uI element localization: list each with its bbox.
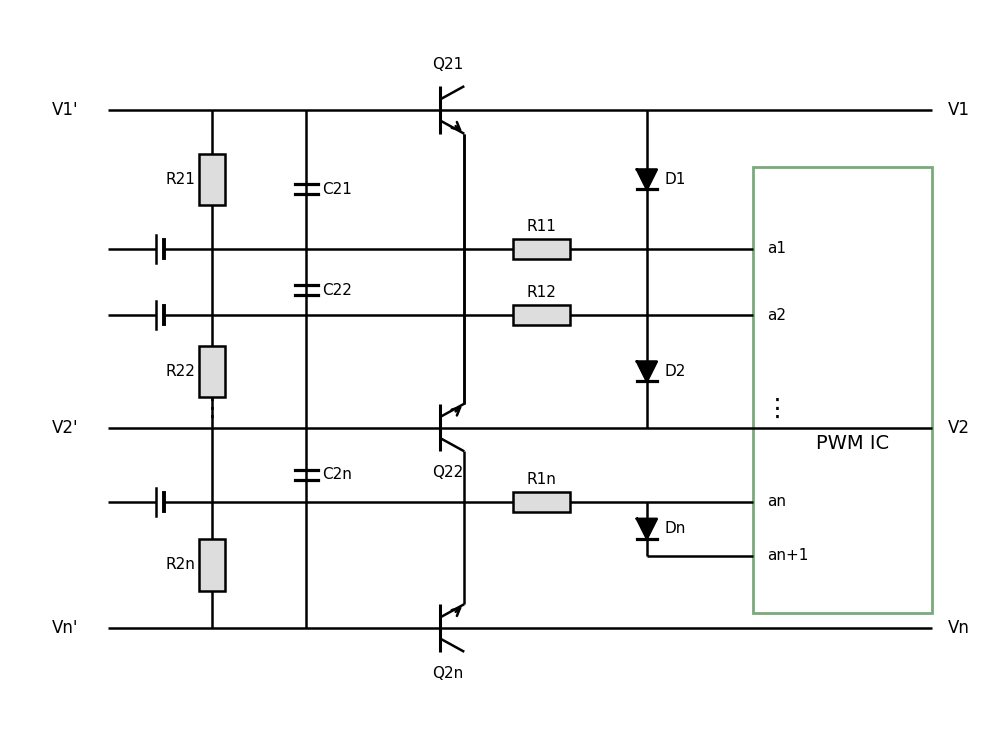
Polygon shape [637,362,657,382]
Text: D2: D2 [665,364,686,379]
Text: V2': V2' [52,419,78,436]
Text: R11: R11 [527,219,557,234]
Text: Q21: Q21 [432,57,463,72]
Text: D1: D1 [665,172,686,187]
Bar [199,539,225,591]
Text: V1': V1' [52,101,78,119]
Text: PWM IC: PWM IC [816,434,889,453]
Text: R2n: R2n [165,558,195,572]
Bar [753,167,932,613]
Polygon shape [637,519,657,539]
Text: R1n: R1n [527,472,557,487]
Text: an: an [767,494,786,510]
Text: a2: a2 [767,308,786,323]
Text: V1: V1 [948,101,970,119]
Text: a1: a1 [767,241,786,257]
Text: ⋮: ⋮ [200,397,225,420]
Text: Vn': Vn' [52,619,78,637]
Text: C2n: C2n [322,467,352,482]
Text: R12: R12 [527,286,557,300]
Text: V2: V2 [948,419,970,436]
Text: Q2n: Q2n [432,666,463,681]
Text: Dn: Dn [665,521,686,537]
Text: C21: C21 [322,182,352,197]
Bar [199,346,225,397]
Text: an+1: an+1 [767,548,808,563]
Polygon shape [637,170,657,189]
Text: Q22: Q22 [432,465,463,480]
Text: R21: R21 [165,172,195,187]
Bar [513,306,570,325]
Bar [199,154,225,205]
Text: R22: R22 [165,364,195,379]
Bar [513,239,570,259]
Text: Vn: Vn [948,619,969,637]
Text: C22: C22 [322,283,352,298]
Bar [513,492,570,512]
Text: ⋮: ⋮ [764,397,789,420]
